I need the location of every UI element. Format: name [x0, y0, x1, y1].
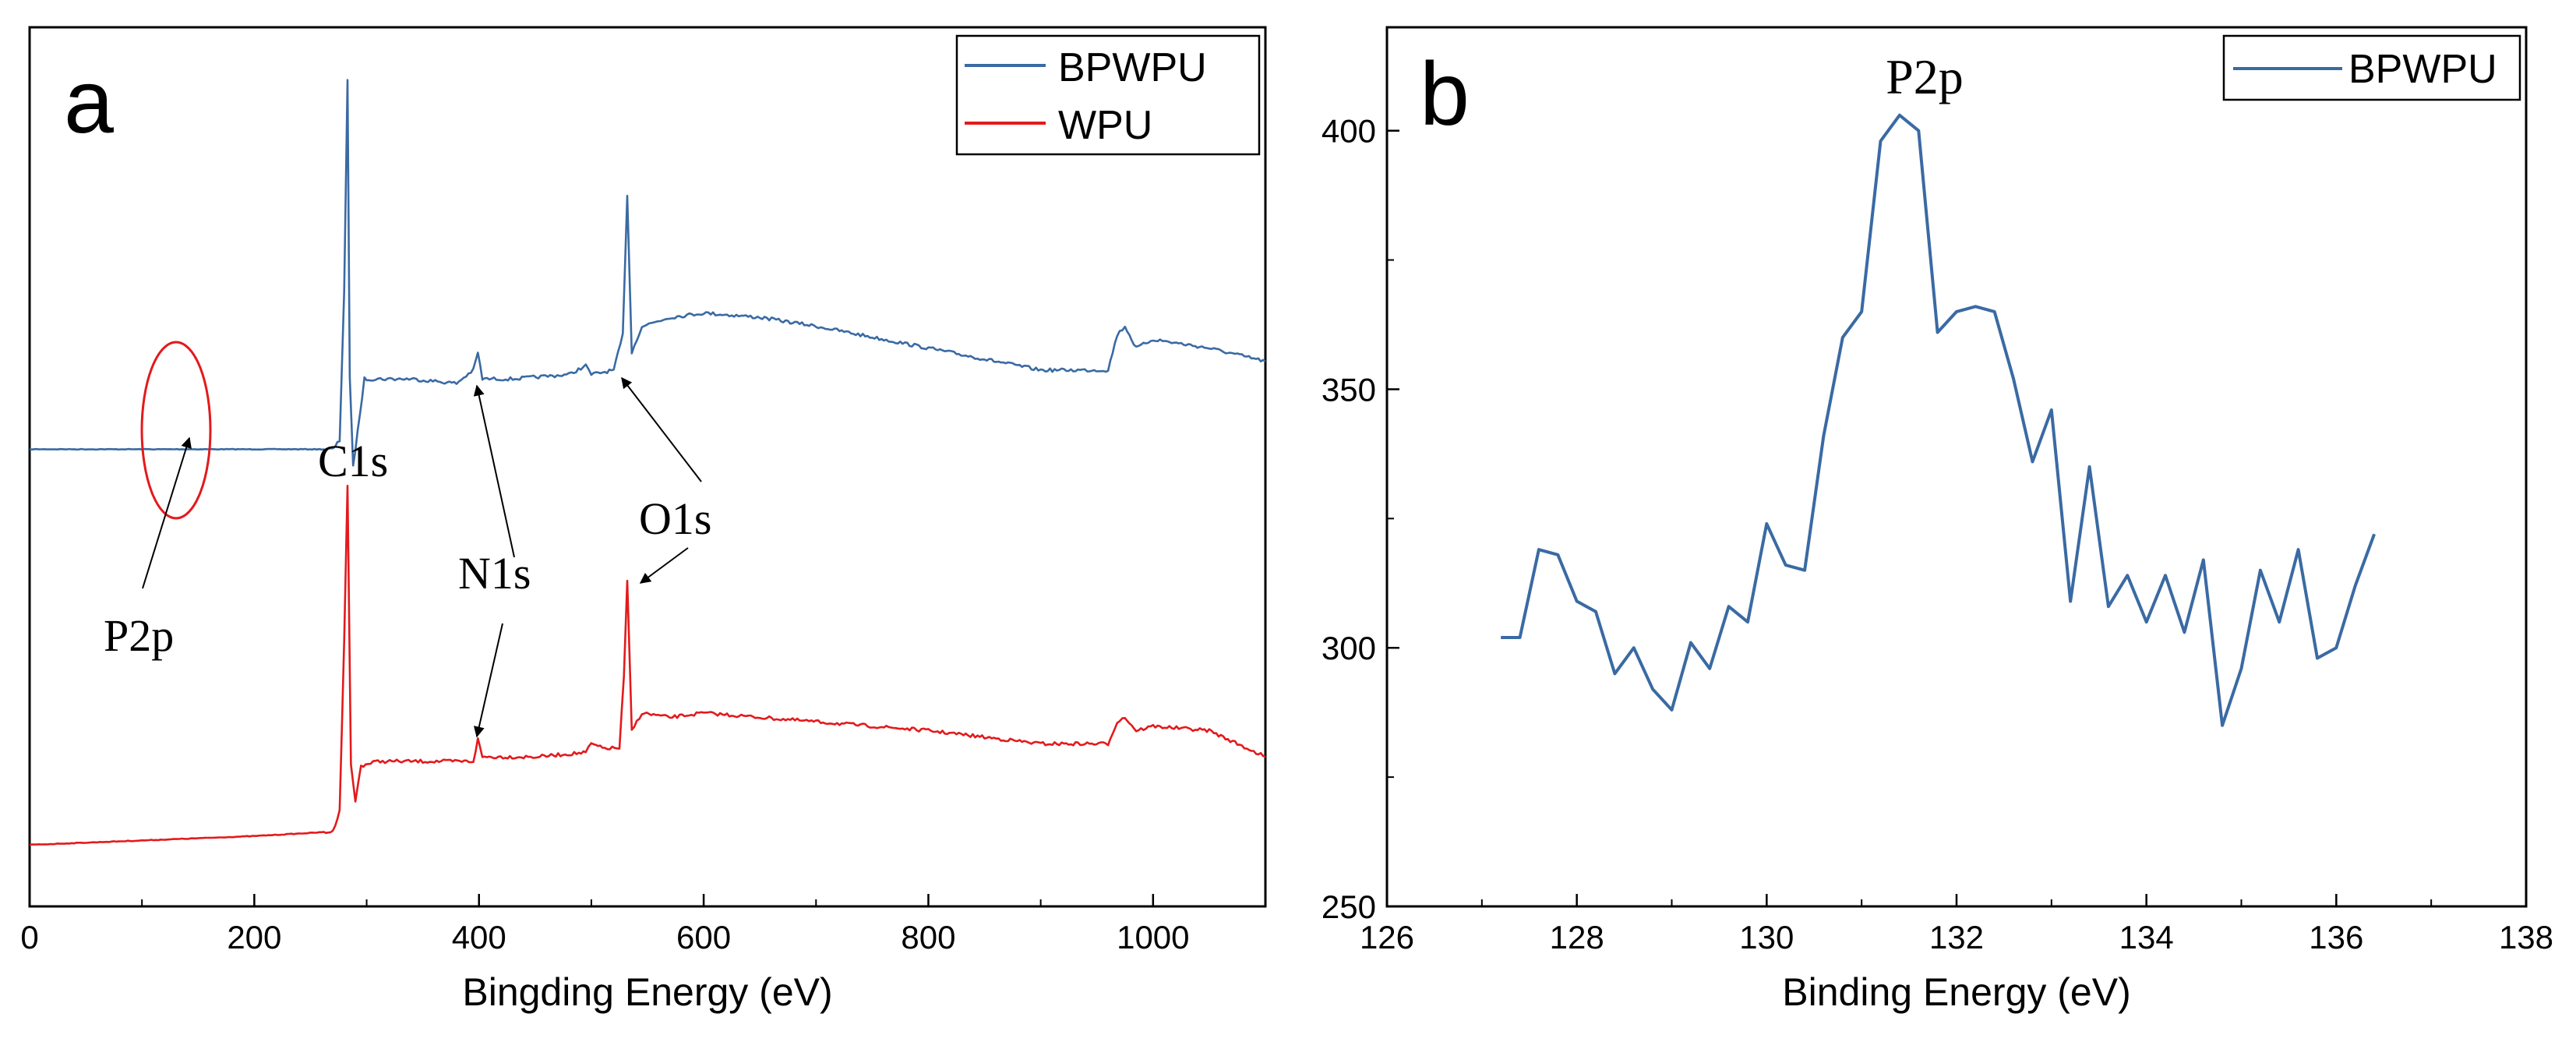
p2p-arrow	[142, 436, 192, 589]
legend-label-wpu: WPU	[1058, 103, 1152, 148]
panel-a-x-axis-ticks: 0 200 400 600 800 1000	[20, 894, 1190, 955]
panel-b-p2p-spectrum: 126 128 130 132 134 136 138 250 300 350 400 b P2p…	[1322, 26, 2553, 1014]
panel-a-label: a	[64, 52, 114, 152]
series-line-wpu-panel-a	[29, 484, 1266, 846]
x-tick-label: 138	[2499, 919, 2553, 955]
x-tick-label: 800	[901, 919, 955, 955]
x-tick-label: 126	[1360, 919, 1414, 955]
panel-b-plot-frame	[1385, 26, 2528, 908]
x-tick-label: 134	[2119, 919, 2174, 955]
series-line-bpwpu-panel-a	[29, 79, 1266, 467]
panel-b-label: b	[1420, 44, 1470, 144]
x-tick-label: 136	[2309, 919, 2363, 955]
x-tick-label: 600	[676, 919, 731, 955]
x-tick-label: 400	[452, 919, 506, 955]
y-tick-label: 350	[1322, 371, 1376, 408]
y-tick-label: 300	[1322, 630, 1376, 666]
x-tick-label: 0	[20, 919, 38, 955]
o1s-top-arrow	[621, 376, 702, 482]
x-tick-label: 130	[1739, 919, 1794, 955]
panel-b-y-axis-ticks: 250 300 350 400	[1322, 113, 1399, 925]
series-line-bpwpu-panel-b	[1501, 113, 2376, 727]
x-tick-label: 200	[227, 919, 281, 955]
panel-b-x-axis-label: Binding Energy (eV)	[1782, 970, 2130, 1014]
panel-b-x-axis-ticks: 126 128 130 132 134 136 138	[1360, 894, 2553, 955]
legend-label-bpwpu: BPWPU	[1058, 45, 1207, 90]
c1s-label: C1s	[318, 436, 388, 486]
y-tick-label: 400	[1322, 113, 1376, 150]
p2p-highlight-circle	[140, 341, 212, 520]
n1s-label: N1s	[458, 548, 531, 599]
n1s-bottom-arrow	[473, 623, 503, 738]
legend-label-bpwpu-b: BPWPU	[2348, 47, 2497, 92]
panel-a-x-axis-label: Bingding Energy (eV)	[462, 970, 832, 1014]
panel-a-survey-spectrum: 0 200 400 600 800 1000 a Bingding Energy (eV)…	[20, 26, 1267, 1014]
panel-a-plot-frame	[28, 26, 1267, 908]
x-tick-label: 1000	[1117, 919, 1189, 955]
n1s-top-arrow	[473, 384, 515, 558]
panel-b-series-group	[1501, 113, 2376, 727]
panel-a-series-group	[29, 79, 1266, 846]
panel-a-legend: BPWPU WPU	[955, 34, 1261, 156]
y-tick-label: 250	[1322, 888, 1376, 925]
panel-b-legend: BPWPU	[2222, 34, 2521, 101]
o1s-bottom-arrow	[639, 547, 689, 584]
panel-a-legend-box	[955, 34, 1261, 156]
panel-b-title: P2p	[1886, 49, 1964, 104]
o1s-label: O1s	[639, 493, 711, 544]
x-tick-label: 132	[1929, 919, 1984, 955]
p2p-survey-label: P2p	[104, 610, 174, 661]
x-tick-label: 128	[1550, 919, 1604, 955]
